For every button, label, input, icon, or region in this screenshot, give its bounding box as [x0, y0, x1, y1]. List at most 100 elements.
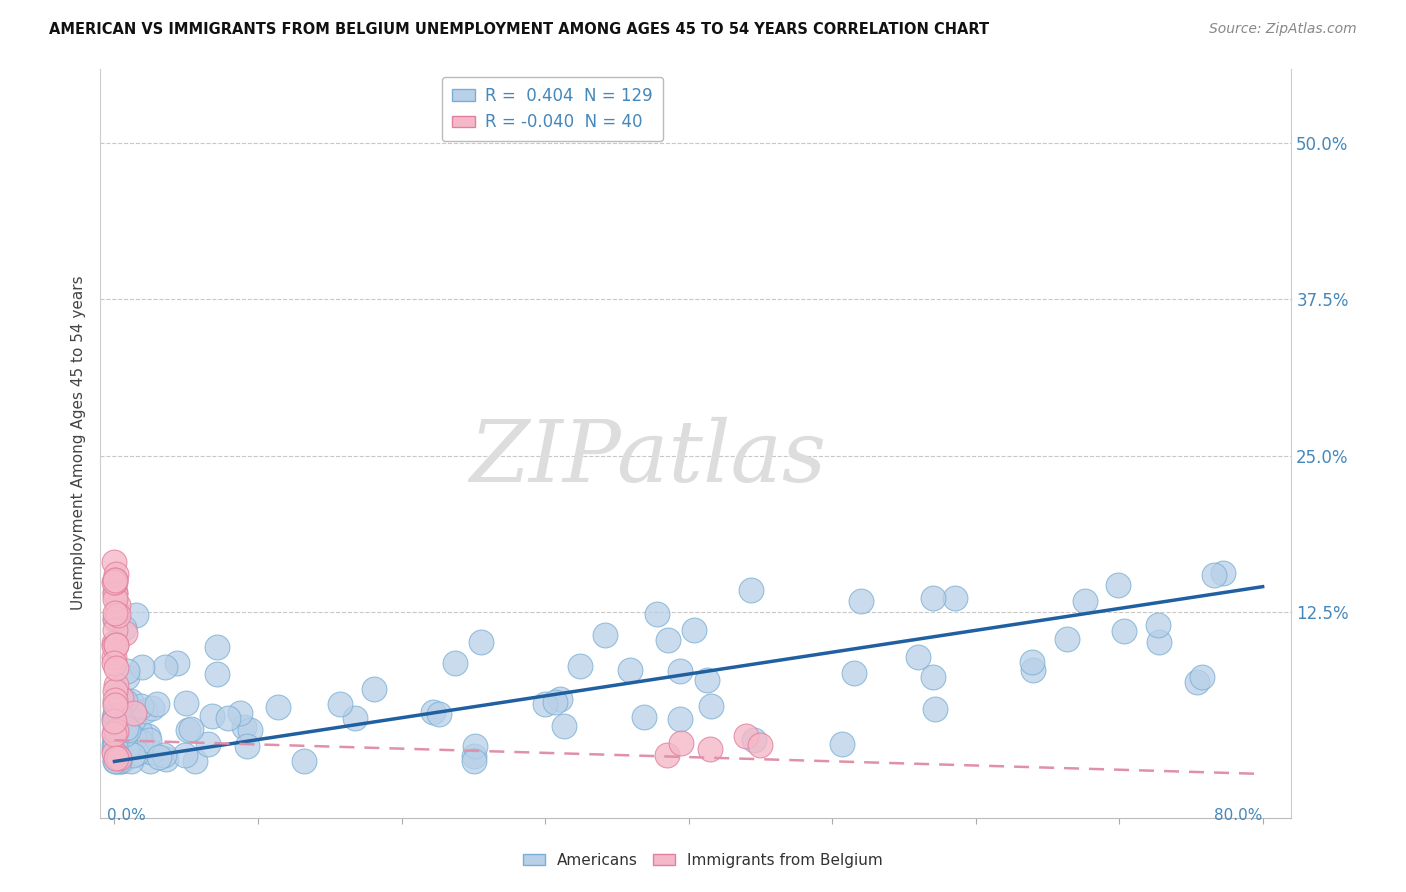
Point: [104, 639, 127, 653]
Point: [108, 737, 131, 751]
Point: [1146, 618, 1168, 632]
Point: [105, 723, 128, 738]
Point: [125, 746, 148, 760]
Legend: Americans, Immigrants from Belgium: Americans, Immigrants from Belgium: [517, 847, 889, 873]
Point: [104, 755, 127, 769]
Point: [112, 710, 135, 724]
Point: [115, 670, 138, 684]
Point: [104, 613, 127, 627]
Point: [108, 735, 131, 749]
Point: [177, 723, 200, 738]
Point: [104, 734, 127, 748]
Point: [647, 607, 669, 622]
Point: [104, 723, 127, 737]
Point: [180, 722, 202, 736]
Point: [569, 659, 592, 673]
Point: [1149, 635, 1171, 649]
Point: [107, 687, 129, 701]
Point: [105, 751, 128, 765]
Point: [105, 747, 128, 762]
Point: [103, 739, 125, 753]
Point: [735, 730, 758, 744]
Point: [104, 755, 127, 769]
Point: [464, 739, 486, 754]
Point: [166, 656, 188, 670]
Point: [943, 591, 966, 605]
Point: [118, 737, 141, 751]
Point: [104, 591, 127, 606]
Point: [267, 700, 290, 714]
Point: [104, 693, 127, 707]
Point: [103, 727, 125, 741]
Point: [1191, 670, 1213, 684]
Point: [740, 583, 762, 598]
Point: [124, 706, 146, 720]
Point: [104, 696, 127, 710]
Point: [138, 732, 160, 747]
Point: [114, 694, 136, 708]
Point: [129, 734, 152, 748]
Point: [111, 755, 134, 769]
Point: [125, 608, 148, 623]
Point: [682, 624, 704, 638]
Point: [104, 707, 127, 722]
Point: [117, 664, 139, 678]
Point: [235, 739, 257, 753]
Point: [742, 733, 765, 747]
Point: [122, 731, 145, 745]
Point: [110, 691, 132, 706]
Point: [229, 706, 252, 720]
Point: [141, 746, 163, 760]
Point: [553, 718, 575, 732]
Point: [104, 611, 127, 625]
Point: [749, 738, 772, 752]
Point: [103, 711, 125, 725]
Point: [239, 723, 262, 737]
Point: [105, 567, 128, 582]
Point: [148, 750, 170, 764]
Point: [114, 625, 136, 640]
Point: [103, 657, 125, 671]
Point: [122, 713, 145, 727]
Point: [422, 706, 444, 720]
Point: [103, 555, 125, 569]
Point: [655, 748, 678, 763]
Point: [217, 711, 239, 725]
Point: [104, 575, 127, 590]
Point: [921, 591, 943, 605]
Point: [104, 623, 127, 637]
Point: [201, 708, 224, 723]
Point: [1212, 566, 1234, 580]
Point: [696, 673, 718, 687]
Point: [1185, 674, 1208, 689]
Point: [907, 649, 929, 664]
Text: 80.0%: 80.0%: [1215, 807, 1263, 822]
Point: [1204, 567, 1226, 582]
Point: [103, 698, 125, 713]
Point: [842, 666, 865, 681]
Point: [671, 736, 693, 750]
Point: [103, 573, 125, 587]
Y-axis label: Unemployment Among Ages 45 to 54 years: Unemployment Among Ages 45 to 54 years: [72, 276, 86, 610]
Point: [112, 738, 135, 752]
Point: [108, 755, 131, 769]
Point: [141, 700, 163, 714]
Point: [548, 691, 571, 706]
Point: [104, 707, 127, 722]
Point: [139, 755, 162, 769]
Point: [104, 739, 127, 753]
Point: [107, 734, 129, 748]
Point: [363, 681, 385, 696]
Point: [470, 634, 492, 648]
Point: [429, 707, 451, 722]
Point: [114, 727, 136, 741]
Point: [1074, 593, 1097, 607]
Point: [136, 729, 159, 743]
Point: [104, 585, 127, 599]
Point: [104, 573, 127, 587]
Point: [122, 747, 145, 762]
Text: 0.0%: 0.0%: [107, 807, 146, 822]
Point: [233, 720, 256, 734]
Point: [120, 755, 142, 769]
Point: [104, 661, 127, 675]
